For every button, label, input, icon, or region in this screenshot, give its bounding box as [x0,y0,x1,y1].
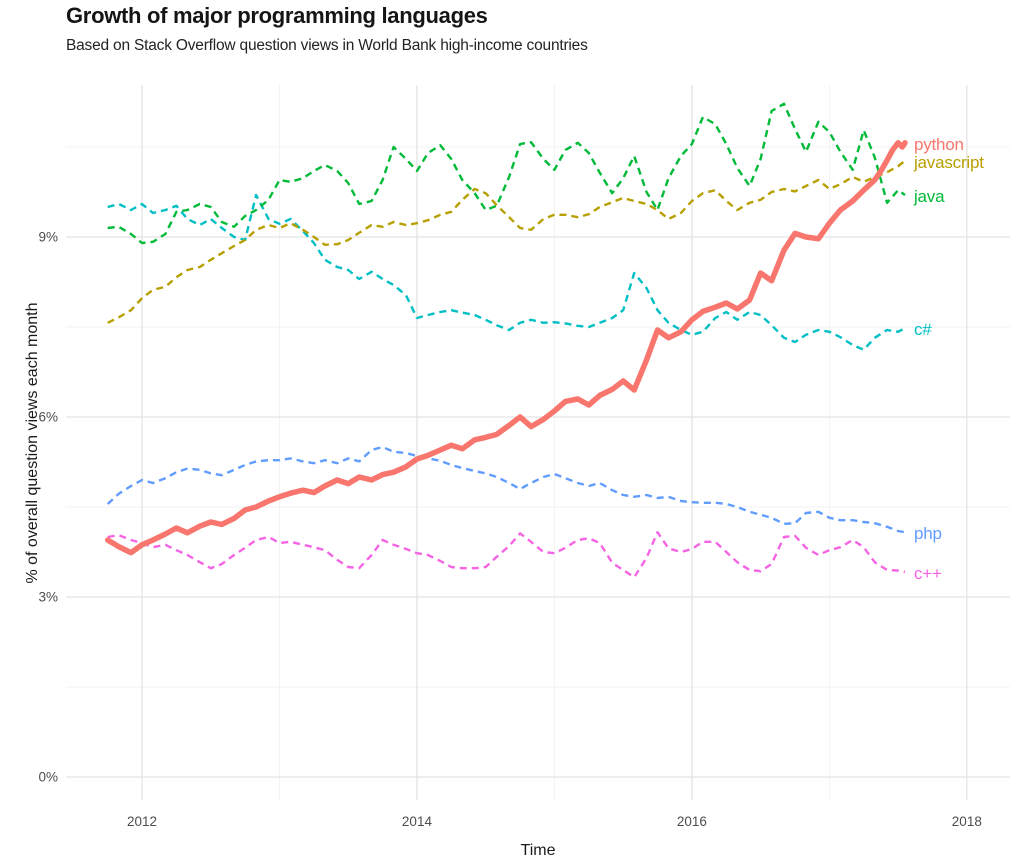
y-axis-title: % of overall question views each month [24,301,41,584]
series-label-java: java [913,186,945,206]
series-line-csharp [107,193,906,351]
series-label-php: php [913,524,942,544]
chart-subtitle: Based on Stack Overflow question views i… [66,37,588,54]
y-tick-label: 6% [38,409,58,425]
series-label-javascript: javascript [913,152,984,172]
series-line-java [107,102,906,245]
series-line-cpp [107,531,906,579]
x-tick-label: 2016 [676,814,707,829]
y-tick-label: 9% [38,229,58,245]
x-tick-label: 2012 [126,814,158,829]
x-axis-title: Time [520,842,556,859]
series-line-python [104,140,908,556]
chart-title: Growth of major programming languages [66,3,488,28]
series-label-python: python [913,134,964,154]
x-tick-label: 2018 [951,814,982,829]
series-label-cpp: c++ [913,563,942,583]
x-tick-label: 2014 [401,814,432,829]
series-label-csharp: c# [913,320,932,340]
series-line-php [106,445,906,534]
y-tick-label: 0% [38,769,58,785]
y-tick-label: 3% [38,589,58,605]
series-line-javascript [107,159,906,324]
